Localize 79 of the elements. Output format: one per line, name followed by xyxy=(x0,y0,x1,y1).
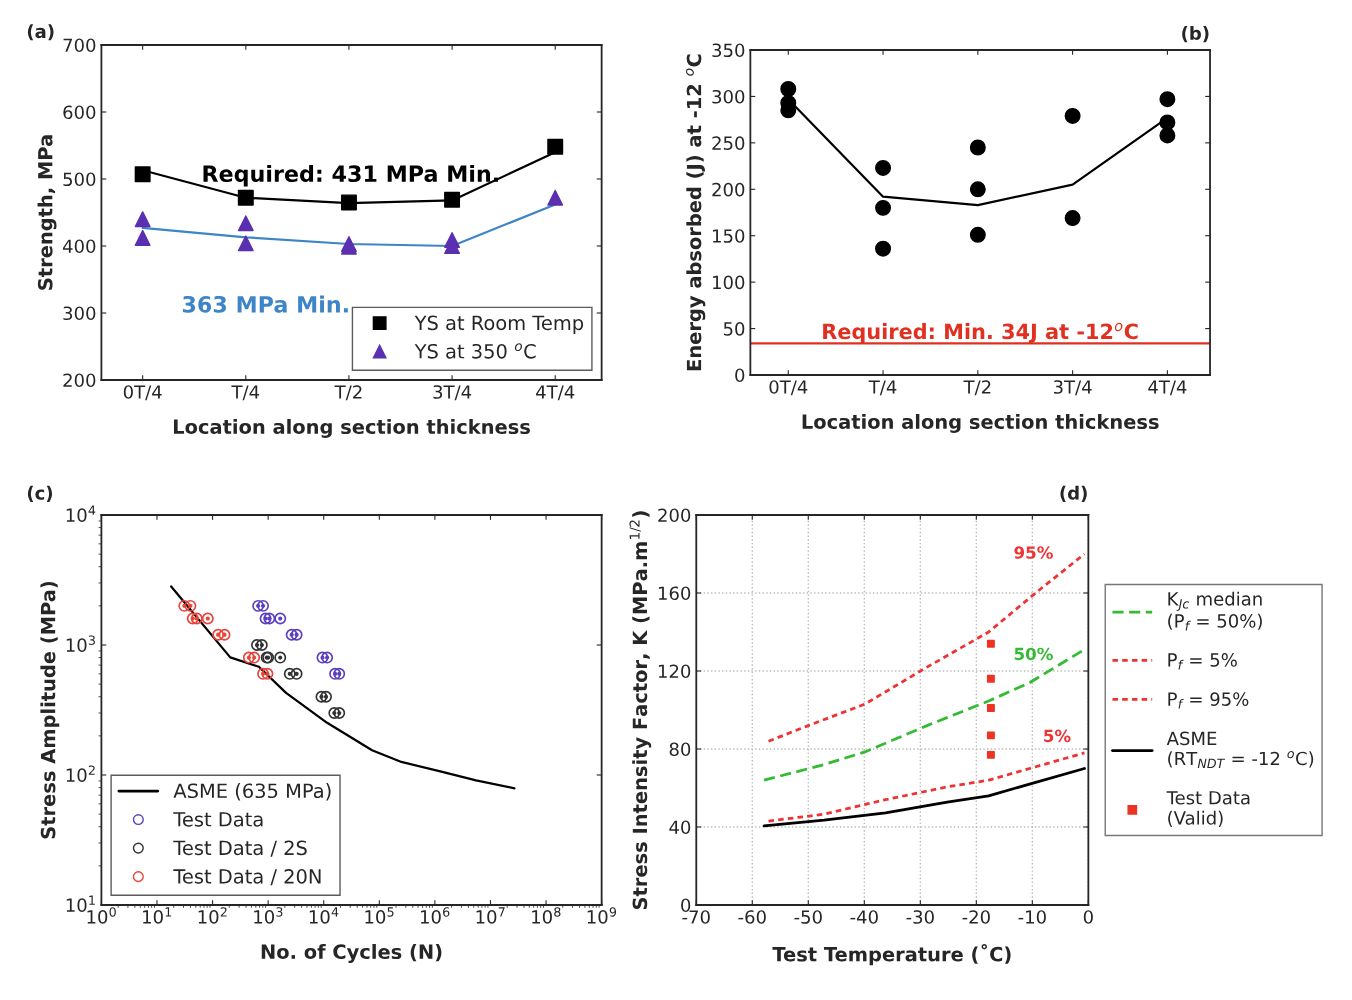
x-axis-title: Location along section thickness xyxy=(802,414,1159,433)
annotation: 50% xyxy=(1014,647,1053,661)
y-tick-label: 200 xyxy=(658,508,691,523)
legend-label: YS at Room Temp xyxy=(414,315,584,334)
y-tick-label: 200 xyxy=(63,373,96,388)
chart-title: (a) xyxy=(27,24,54,41)
x-tick-label: 0T/4 xyxy=(123,385,162,401)
legend-label: ASME (RT$_{NDT}$ = -12 $^{o}$C) xyxy=(1166,731,1314,769)
legend-label: K$_{Jc}$ median (P$_{f}$ = 50%) xyxy=(1168,591,1262,631)
y-tick-label: 300 xyxy=(63,306,96,321)
y-axis-title: Energy absorbed (J) at -12 $^{o}$C xyxy=(686,54,706,371)
y-tick-label: 200 xyxy=(712,182,745,197)
x-tick-label: -50 xyxy=(794,910,822,924)
legend-label: YS at 350 $^{o}$C xyxy=(414,343,536,359)
y-tick-label: 150 xyxy=(713,229,745,243)
x-tick-label: -60 xyxy=(738,910,766,924)
y-tick-label: 0 xyxy=(735,368,745,383)
x-tick-label: 10$^{8}$ xyxy=(532,907,561,924)
x-axis-title: Test Temperature (˚C) xyxy=(772,944,1011,966)
x-axis-title: Location along section thickness xyxy=(173,419,530,438)
x-tick-label: T/2 xyxy=(963,380,991,396)
y-tick-label: 100 xyxy=(713,275,745,290)
x-tick-label: 10$^{3}$ xyxy=(254,907,283,924)
x-tick-label: T/4 xyxy=(868,380,897,396)
y-tick-label: 10$^{4}$ xyxy=(66,505,96,522)
y-tick-label: 50 xyxy=(723,322,745,336)
x-tick-label: -10 xyxy=(1018,910,1046,924)
x-tick-label: 10$^{4}$ xyxy=(309,907,339,924)
x-tick-label: 3T/4 xyxy=(1053,380,1092,396)
chart-title: (d) xyxy=(1060,485,1087,502)
annotation: 95% xyxy=(1014,546,1053,559)
x-tick-label: 3T/4 xyxy=(433,385,472,401)
x-tick-label: T/2 xyxy=(334,385,362,401)
y-tick-label: 400 xyxy=(62,239,96,254)
y-axis-title: Strength, MPa xyxy=(37,135,57,290)
x-tick-label: 4T/4 xyxy=(1148,380,1187,396)
y-tick-label: 10$^{2}$ xyxy=(66,765,95,782)
annotation: Required: 431 MPa Min. xyxy=(203,164,498,187)
x-tick-label: -70 xyxy=(682,910,710,924)
x-tick-label: 10$^{2}$ xyxy=(198,907,227,924)
legend-label: Test Data / 20N xyxy=(173,869,321,886)
legend-label: P$_{f}$ = 95% xyxy=(1168,692,1249,709)
chart-title: (b) xyxy=(1182,26,1209,43)
x-tick-label: 4T/4 xyxy=(536,385,575,401)
x-tick-label: -30 xyxy=(906,910,934,924)
y-tick-label: 120 xyxy=(658,664,691,679)
legend-label: Test Data (Valid) xyxy=(1166,791,1250,827)
x-tick-label: 10$^{9}$ xyxy=(587,907,617,924)
x-tick-label: 10$^{7}$ xyxy=(476,907,505,924)
y-axis-title: Stress Intensity Factor, K (MPa.m$^{1/2}$) xyxy=(629,511,652,910)
legend-label: ASME (635 MPa) xyxy=(173,783,331,801)
y-tick-label: 80 xyxy=(669,742,691,757)
y-tick-label: 10$^{3}$ xyxy=(66,635,95,652)
x-tick-label: -20 xyxy=(962,910,990,924)
x-tick-label: 10$^{0}$ xyxy=(87,907,116,924)
chart-title: (c) xyxy=(27,485,53,502)
y-tick-label: 40 xyxy=(669,820,691,835)
annotation: 5% xyxy=(1044,729,1071,743)
y-tick-label: 500 xyxy=(63,172,96,187)
x-tick-label: 0 xyxy=(1083,910,1093,924)
y-tick-label: 160 xyxy=(658,586,691,601)
x-axis-title: No. of Cycles (N) xyxy=(261,944,442,963)
legend-label: Test Data / 2S xyxy=(173,840,307,857)
x-tick-label: 10$^{6}$ xyxy=(420,907,450,924)
x-tick-label: 10$^{5}$ xyxy=(365,907,394,924)
legend-label: Test Data xyxy=(173,812,263,827)
ref-line-label: Required: Min. 34J at -12$^{o}$C xyxy=(823,322,1138,344)
y-tick-label: 350 xyxy=(712,43,745,58)
y-axis-title: Stress Amplitude (MPa) xyxy=(40,581,60,839)
y-tick-label: 250 xyxy=(712,136,745,150)
y-tick-label: 600 xyxy=(63,105,96,120)
y-tick-label: 300 xyxy=(712,89,745,104)
x-tick-label: -40 xyxy=(850,910,878,924)
annotation: 363 MPa Min. xyxy=(182,295,348,313)
legend-label: P$_{f}$ = 5% xyxy=(1168,653,1237,670)
x-tick-label: 0T/4 xyxy=(769,380,808,396)
x-tick-label: T/4 xyxy=(231,385,260,401)
x-tick-label: 10$^{1}$ xyxy=(143,907,172,924)
y-tick-label: 700 xyxy=(63,38,96,53)
